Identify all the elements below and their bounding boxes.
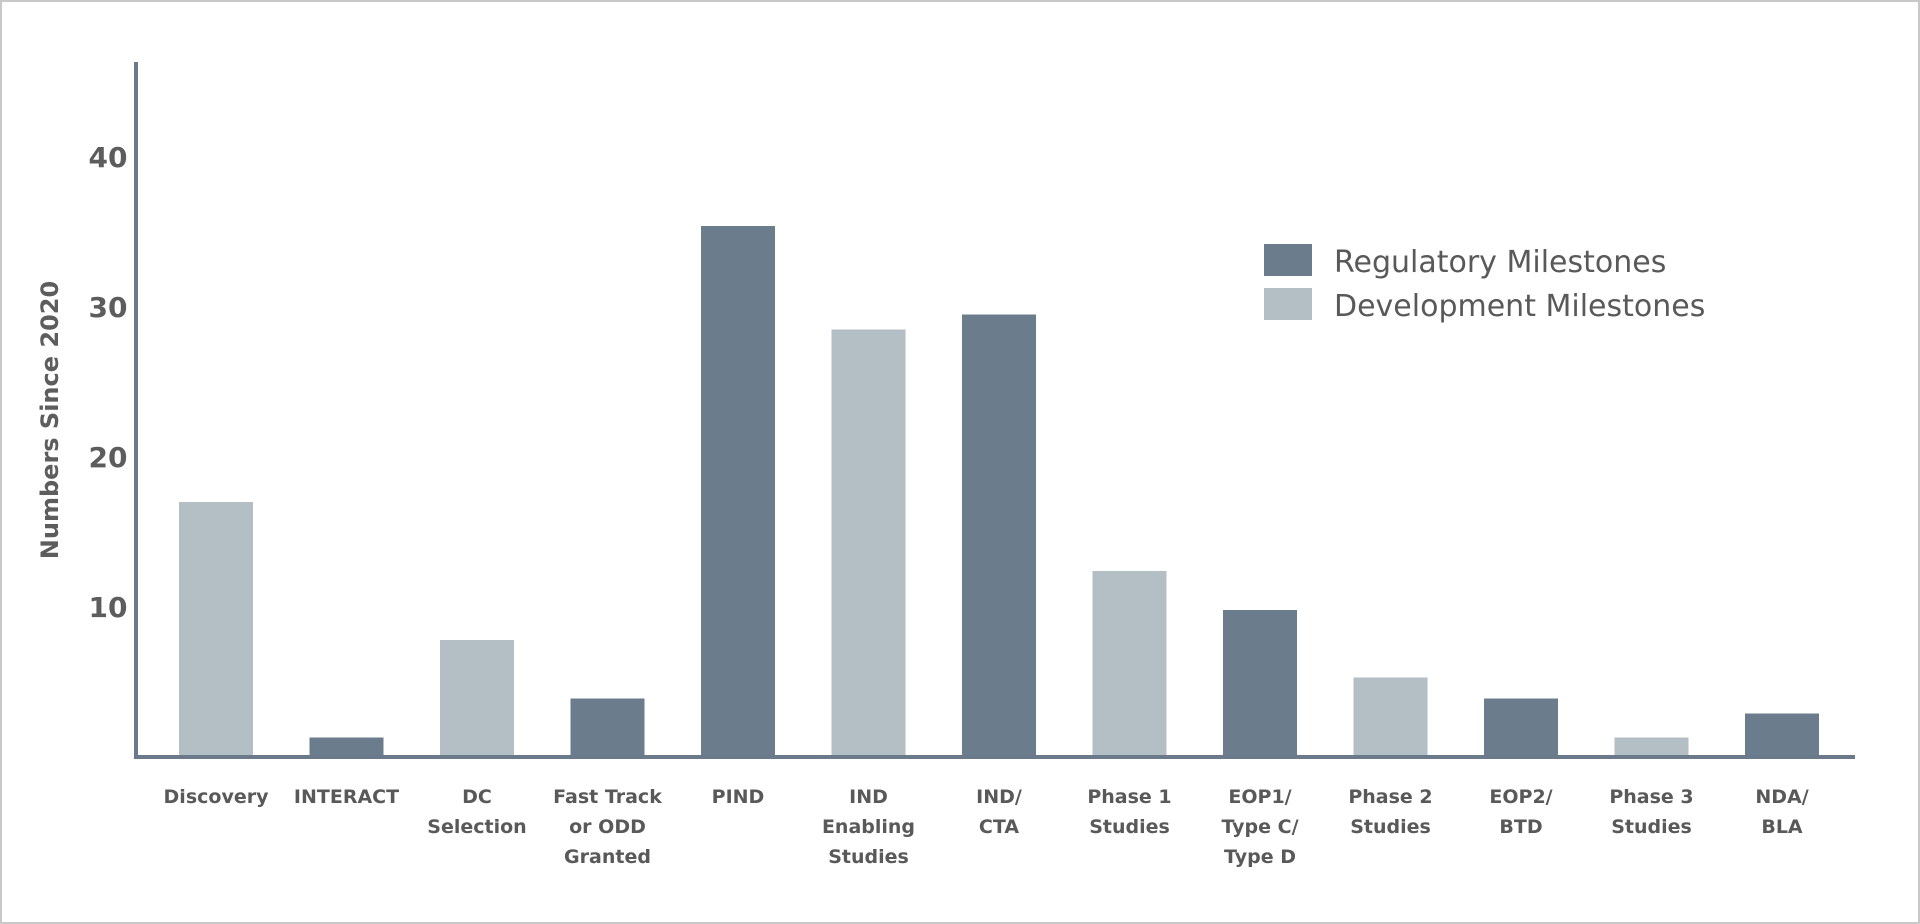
x-tick-label: INTERACT — [294, 786, 399, 808]
y-tick-label-20: 20 — [89, 441, 128, 474]
x-tick-label: Phase 3 Studies — [1609, 786, 1693, 838]
bar-eop1-type-c-type-d — [1223, 610, 1297, 757]
bar-discovery — [179, 502, 253, 757]
x-tick-label: EOP2/BTD — [1489, 786, 1552, 838]
legend: Regulatory Milestones Development Milesto… — [1264, 244, 1705, 324]
axes-group — [134, 62, 1855, 759]
x-tick-label: PIND — [712, 786, 765, 808]
bar-pind — [701, 226, 775, 757]
bar-ind-enabling-studies — [831, 329, 906, 757]
y-tick-label-40: 40 — [89, 141, 128, 174]
legend-label-development: Development Milestones — [1334, 289, 1705, 324]
x-tick-label: Phase 2 Studies — [1348, 786, 1432, 838]
x-tick-label: Phase 1 Studies — [1087, 786, 1171, 838]
bar-dc-selection — [440, 640, 514, 757]
x-tick-label: IND Enabling Studies — [822, 786, 915, 868]
bar-phase-1-studies — [1092, 571, 1167, 757]
legend-swatch-development — [1264, 288, 1312, 320]
y-axis-label: Numbers Since 2020 — [36, 281, 64, 559]
x-tick-label: Fast Track or ODD Granted — [553, 786, 662, 868]
bar-phase-2-studies — [1353, 677, 1428, 757]
bars-group — [179, 226, 1819, 757]
x-tick-label: EOP1/Type C/Type D — [1221, 786, 1298, 868]
y-tick-labels: 10 20 30 40 — [89, 141, 128, 624]
x-category-labels: Discovery INTERACT DC Selection Fast Track or… — [164, 786, 1809, 868]
bar-fast-track-or-odd-granted — [570, 698, 645, 757]
bar-eop2-btd — [1484, 698, 1558, 757]
bar-phase-3-studies — [1614, 737, 1689, 757]
x-tick-label: NDA/BLA — [1755, 786, 1808, 838]
y-tick-label-10: 10 — [89, 591, 128, 624]
bar-nda-bla — [1745, 713, 1819, 757]
bar-ind-cta — [962, 314, 1036, 757]
x-tick-label: Discovery — [164, 786, 270, 808]
x-tick-label: DC Selection — [427, 786, 526, 838]
legend-label-regulatory: Regulatory Milestones — [1334, 245, 1666, 280]
y-tick-label-30: 30 — [89, 291, 128, 324]
bar-interact — [309, 737, 384, 757]
x-tick-label: IND/CTA — [976, 786, 1022, 838]
legend-swatch-regulatory — [1264, 244, 1312, 276]
